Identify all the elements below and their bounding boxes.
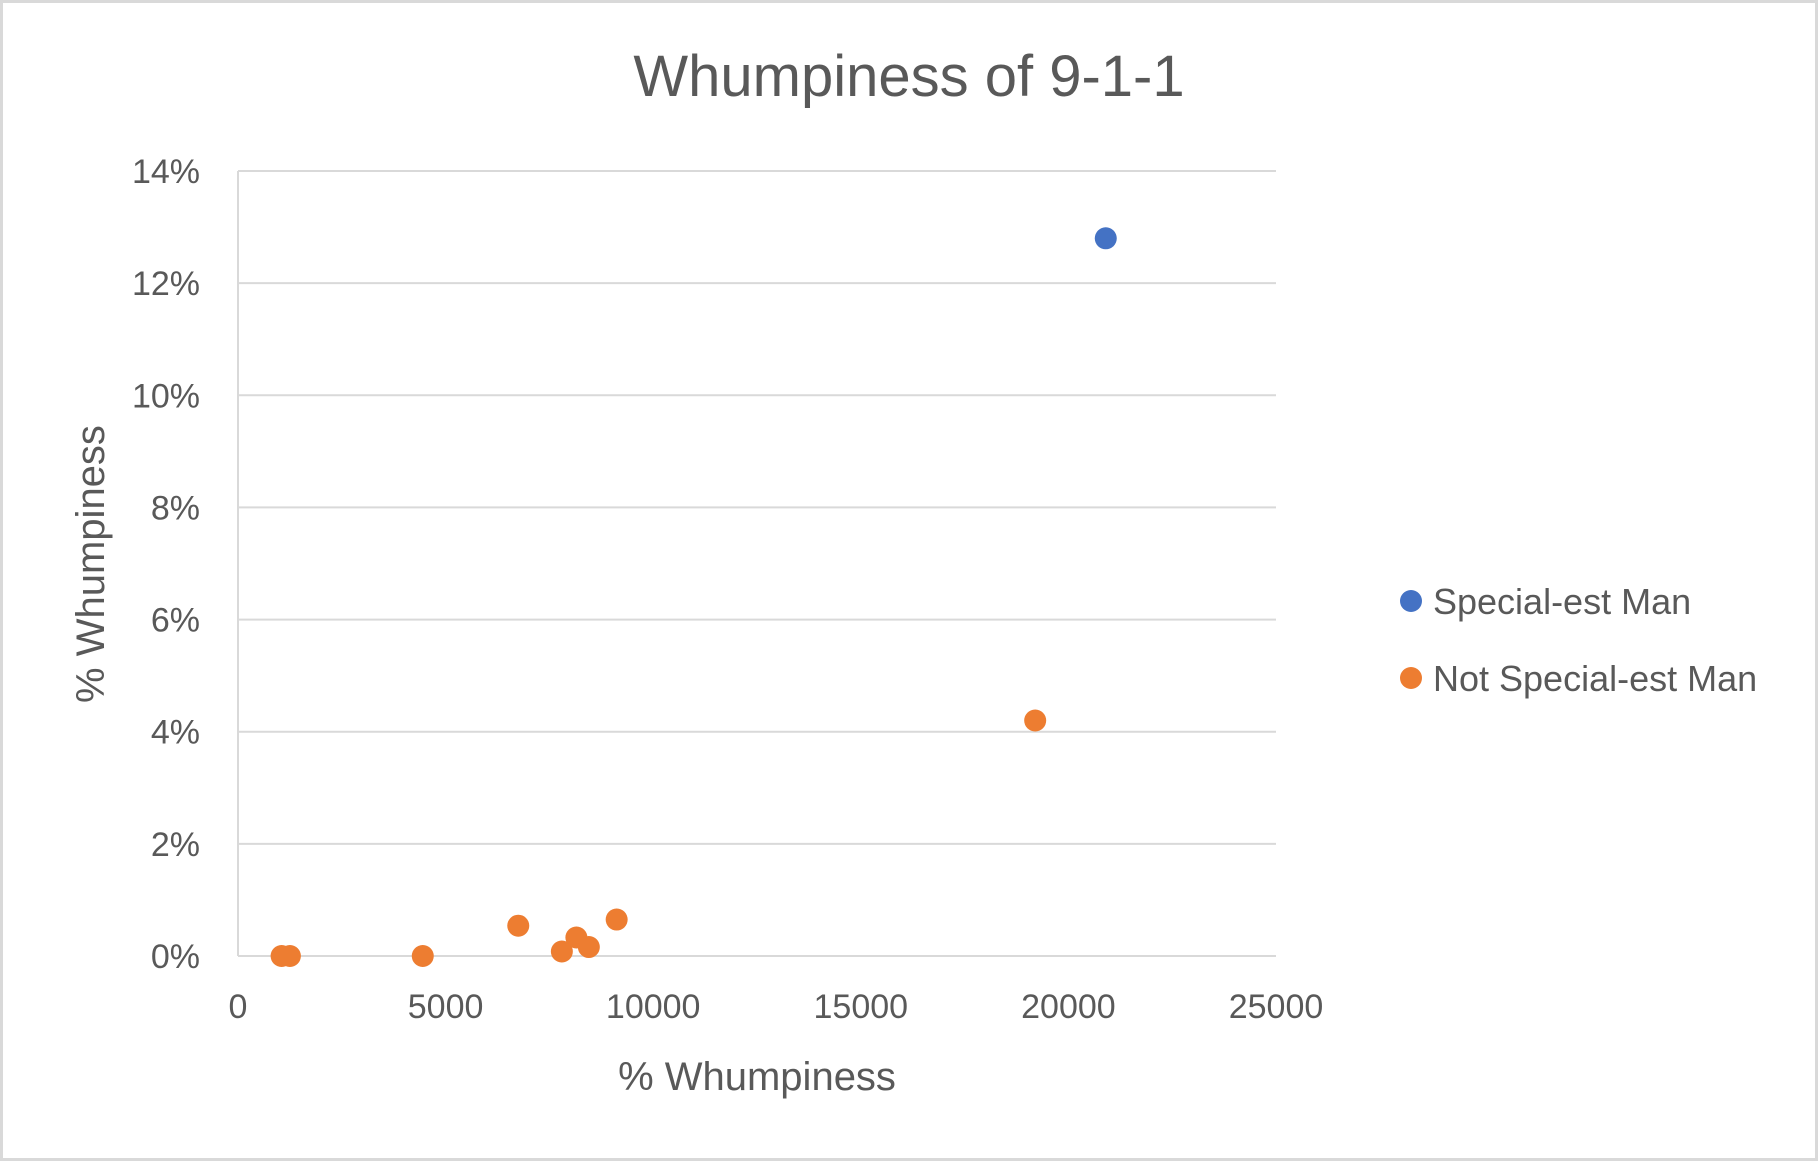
data-point-not-special-est-man-7 [605, 908, 628, 931]
chart-title: Whumpiness of 9-1-1 [633, 44, 1184, 109]
legend-marker-1 [1400, 667, 1422, 689]
data-points [270, 227, 1117, 967]
y-tick-label: 8% [151, 489, 200, 527]
legend-marker-0 [1400, 590, 1422, 612]
y-tick-label: 0% [151, 938, 200, 976]
data-point-not-special-est-man-8 [1024, 709, 1047, 732]
data-point-not-special-est-man-6 [577, 936, 600, 959]
legend-label-0: Special-est Man [1433, 581, 1691, 622]
legend-label-1: Not Special-est Man [1433, 658, 1757, 699]
y-tick-label: 14% [132, 153, 200, 191]
y-tick-label: 2% [151, 826, 200, 864]
gridlines [238, 170, 1276, 845]
data-point-not-special-est-man-1 [278, 945, 301, 967]
data-point-not-special-est-man-4 [550, 940, 573, 963]
axes [237, 171, 1276, 957]
tick-labels: 0% 2% 4% 6% 8% 10% 12% 14% 0 5000 10000 15000 20000 2… [132, 153, 1323, 1026]
x-tick-label: 5000 [408, 988, 484, 1026]
data-point-not-special-est-man-2 [411, 945, 434, 967]
y-axis-title: % Whumpiness [69, 425, 113, 703]
data-point-special-est-man-0 [1094, 227, 1117, 250]
legend: Special-est Man Not Special-est Man [1400, 581, 1757, 699]
x-axis-title: % Whumpiness [618, 1055, 896, 1099]
y-tick-label: 10% [132, 377, 200, 415]
y-tick-label: 4% [151, 714, 200, 752]
data-point-not-special-est-man-3 [507, 914, 530, 937]
x-tick-label: 0 [229, 988, 248, 1026]
y-tick-label: 12% [132, 265, 200, 303]
x-tick-label: 10000 [606, 988, 701, 1026]
x-tick-label: 25000 [1229, 988, 1324, 1026]
y-tick-label: 6% [151, 602, 200, 640]
x-tick-label: 20000 [1021, 988, 1116, 1026]
x-tick-label: 15000 [814, 988, 909, 1026]
